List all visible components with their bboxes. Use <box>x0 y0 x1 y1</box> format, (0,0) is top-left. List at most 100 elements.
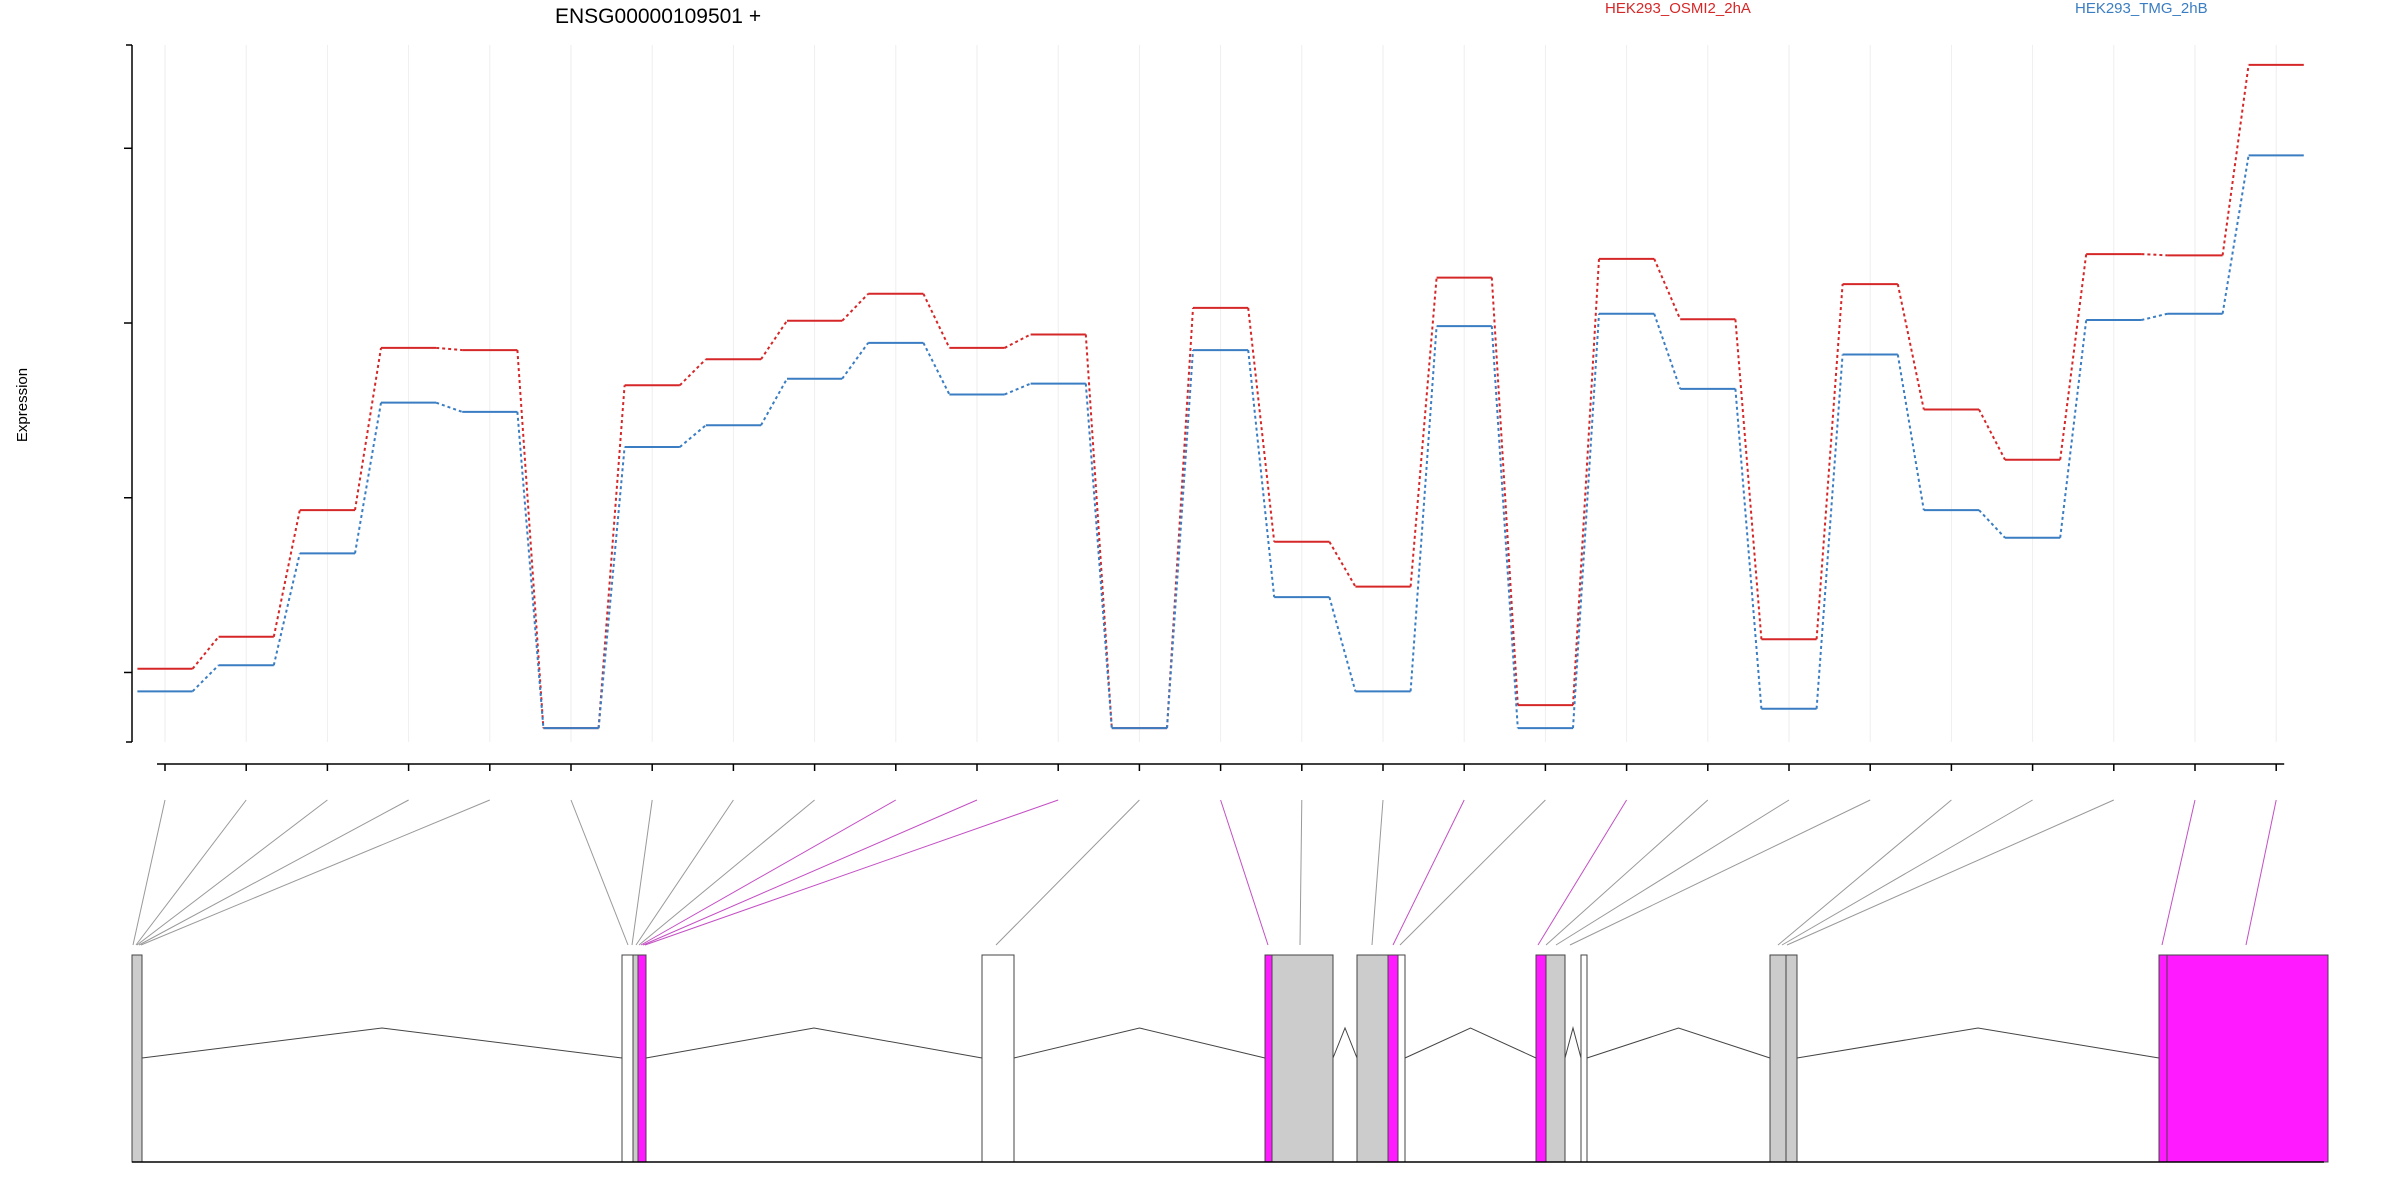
transition-segment <box>2141 253 2168 257</box>
transition-segment <box>1653 313 1682 390</box>
axes <box>124 44 2285 771</box>
transition-segment <box>1978 509 2006 539</box>
transition-segment <box>1896 283 1925 410</box>
transition-segment <box>679 358 707 387</box>
intron <box>645 1027 983 1059</box>
transition-segment <box>597 446 626 729</box>
transition-segment <box>191 636 220 670</box>
transition-segment <box>1004 333 1032 349</box>
exon-block <box>1535 954 1547 1163</box>
transition-segment <box>1572 258 1600 706</box>
transition-segment <box>1166 307 1194 729</box>
transition-segment <box>435 401 463 413</box>
series-a <box>137 63 2304 730</box>
exon-connector <box>132 799 166 946</box>
y-axis-label: Expression <box>14 368 31 442</box>
gene-model <box>131 954 2329 1163</box>
exon-connector <box>644 799 1059 946</box>
exon-connector <box>138 799 409 946</box>
transition-segment <box>1815 284 1844 640</box>
transition-segment <box>2059 319 2088 538</box>
transition-segment <box>1247 307 1276 542</box>
exon-block <box>1545 954 1566 1163</box>
transition-segment <box>1734 319 1763 640</box>
transition-segment <box>1409 326 1438 692</box>
transition-segment <box>2221 155 2250 314</box>
intron <box>1564 1026 1582 1059</box>
transition-segment <box>272 553 301 666</box>
exon-connector <box>1299 799 1303 946</box>
transition-segment <box>760 378 788 426</box>
exon-connector <box>638 799 815 946</box>
intron <box>1332 1026 1358 1059</box>
exon-connector <box>635 799 734 946</box>
exon-block <box>1580 954 1588 1163</box>
exon-block <box>637 954 647 1163</box>
exon-connector <box>1781 799 2033 946</box>
exon-block <box>131 954 143 1163</box>
transition-segment <box>1978 409 2006 461</box>
intron <box>1013 1027 1266 1059</box>
transition-segment <box>679 424 707 448</box>
transition-segment <box>272 509 301 638</box>
legend-entry-series-b: HEK293_TMG_2hB <box>2075 0 2208 17</box>
transition-segment <box>1815 354 1844 709</box>
transition-segment <box>191 664 220 693</box>
transition-segment <box>922 293 951 349</box>
intron <box>1796 1027 2160 1059</box>
exon-block <box>2158 954 2168 1163</box>
transition-segment <box>1490 277 1519 706</box>
exon-connector <box>642 799 978 946</box>
exon-block <box>1356 954 1389 1163</box>
legend-entry-series-a: HEK293_OSMI2_2hA <box>1605 0 1751 17</box>
transition-segment <box>1328 596 1357 692</box>
exon-block <box>1271 954 1334 1163</box>
exon-connector <box>1371 799 1384 946</box>
series-lines <box>137 63 2304 730</box>
transition-segment <box>1084 334 1113 729</box>
transition-segment <box>2059 253 2088 460</box>
exon-connector <box>140 799 490 946</box>
exon-block <box>1769 954 1787 1163</box>
transition-segment <box>354 402 382 554</box>
exon-connector <box>1399 799 1546 946</box>
exon-block <box>981 954 1015 1163</box>
exon-connector <box>2161 799 2196 946</box>
exon-connector <box>135 799 247 946</box>
intron <box>1404 1027 1537 1059</box>
transition-segment <box>841 293 869 322</box>
exon-connector <box>1392 799 1465 946</box>
transition-segment <box>1896 354 1925 511</box>
transition-segment <box>760 320 788 360</box>
exon-connector <box>1777 799 1952 946</box>
exon-block <box>632 954 639 1163</box>
exon-connector <box>1545 799 1709 946</box>
exon-connector <box>995 799 1140 946</box>
transition-segment <box>597 385 626 729</box>
intron <box>1586 1027 1771 1059</box>
transition-segment <box>922 342 951 395</box>
exon-connector <box>1555 799 1790 946</box>
exon-connector <box>1786 799 2115 946</box>
exon-connector <box>631 799 653 946</box>
exon-connector <box>2245 799 2277 946</box>
transition-segment <box>516 411 545 729</box>
exon-connector <box>570 799 629 946</box>
exon-connectors <box>132 799 2277 946</box>
transition-segment <box>1247 349 1276 598</box>
transition-segment <box>1409 277 1438 587</box>
exon-connector <box>1220 799 1269 946</box>
exon-block <box>621 954 634 1163</box>
transition-segment <box>1328 541 1357 588</box>
transition-segment <box>2141 312 2168 322</box>
transition-segment <box>1004 382 1031 396</box>
transition-segment <box>1734 388 1763 709</box>
exon-block <box>1785 954 1798 1163</box>
exon-block <box>2166 954 2329 1163</box>
transition-segment <box>1166 350 1194 729</box>
transition-segment <box>436 346 463 352</box>
transition-segment <box>1572 313 1600 729</box>
exon-connector <box>136 799 328 946</box>
transition-segment <box>841 342 870 380</box>
